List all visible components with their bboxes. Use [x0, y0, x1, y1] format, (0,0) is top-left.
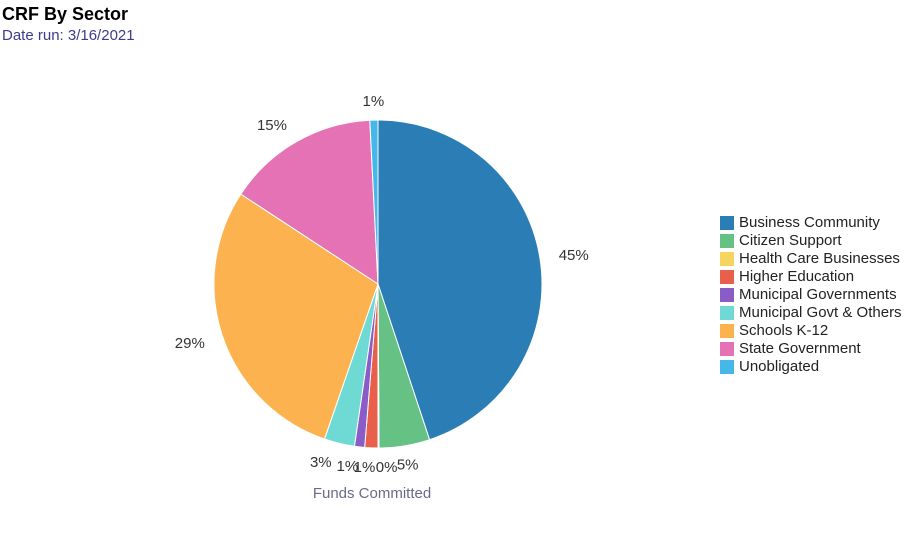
data-label-health-care-businesses: 0% — [376, 459, 398, 476]
legend-label: Schools K-12 — [739, 322, 829, 339]
legend-swatch — [720, 342, 734, 356]
data-label-business-community: 45% — [559, 247, 589, 264]
legend-item-health-care-businesses[interactable]: Health Care Businesses — [720, 250, 902, 268]
pie-slice-unobligated[interactable] — [369, 119, 379, 285]
legend-swatch — [720, 360, 734, 374]
legend-item-business-community[interactable]: Business Community — [720, 214, 902, 232]
pie-slice-business-community[interactable] — [377, 119, 543, 441]
pie-slice-schools-k-12[interactable] — [213, 193, 379, 440]
legend-item-higher-education[interactable]: Higher Education — [720, 268, 902, 286]
legend: Business Community Citizen Support Health … — [720, 214, 902, 376]
data-label-state-government: 15% — [257, 117, 287, 134]
legend-swatch — [720, 270, 734, 284]
legend-item-municipal-govt-others[interactable]: Municipal Govt & Others — [720, 304, 902, 322]
x-axis-label: Funds Committed — [313, 485, 431, 502]
legend-item-unobligated[interactable]: Unobligated — [720, 358, 902, 376]
legend-label: Unobligated — [739, 358, 820, 375]
data-label-citizen-support: 5% — [397, 457, 419, 474]
legend-swatch — [720, 216, 734, 230]
legend-swatch — [720, 288, 734, 302]
pie-labels: 45%5%0%1%1%3%29%15%1% — [175, 93, 589, 476]
legend-swatch — [720, 324, 734, 338]
pie-slices — [213, 119, 543, 449]
legend-label: Health Care Businesses — [739, 250, 900, 267]
legend-swatch — [720, 306, 734, 320]
legend-item-schools-k-12[interactable]: Schools K-12 — [720, 322, 902, 340]
data-label-higher-education: 1% — [354, 459, 376, 476]
data-label-municipal-governments: 1% — [337, 458, 359, 475]
legend-label: State Government — [739, 340, 861, 357]
legend-swatch — [720, 234, 734, 248]
legend-item-citizen-support[interactable]: Citizen Support — [720, 232, 902, 250]
pie-slice-state-government[interactable] — [240, 119, 379, 285]
legend-swatch — [720, 252, 734, 266]
chart-title: CRF By Sector — [2, 4, 129, 24]
legend-item-state-government[interactable]: State Government — [720, 340, 902, 358]
chart-subtitle: Date run: 3/16/2021 — [2, 27, 135, 44]
legend-label: Municipal Govt & Others — [739, 304, 902, 321]
legend-label: Higher Education — [739, 268, 855, 285]
legend-label: Business Community — [739, 214, 880, 231]
legend-label: Municipal Governments — [739, 286, 897, 303]
data-label-schools-k-12: 29% — [175, 335, 205, 352]
data-label-unobligated: 1% — [363, 93, 385, 110]
legend-item-municipal-governments[interactable]: Municipal Governments — [720, 286, 902, 304]
data-label-municipal-govt-others: 3% — [310, 454, 332, 471]
legend-label: Citizen Support — [739, 232, 842, 249]
